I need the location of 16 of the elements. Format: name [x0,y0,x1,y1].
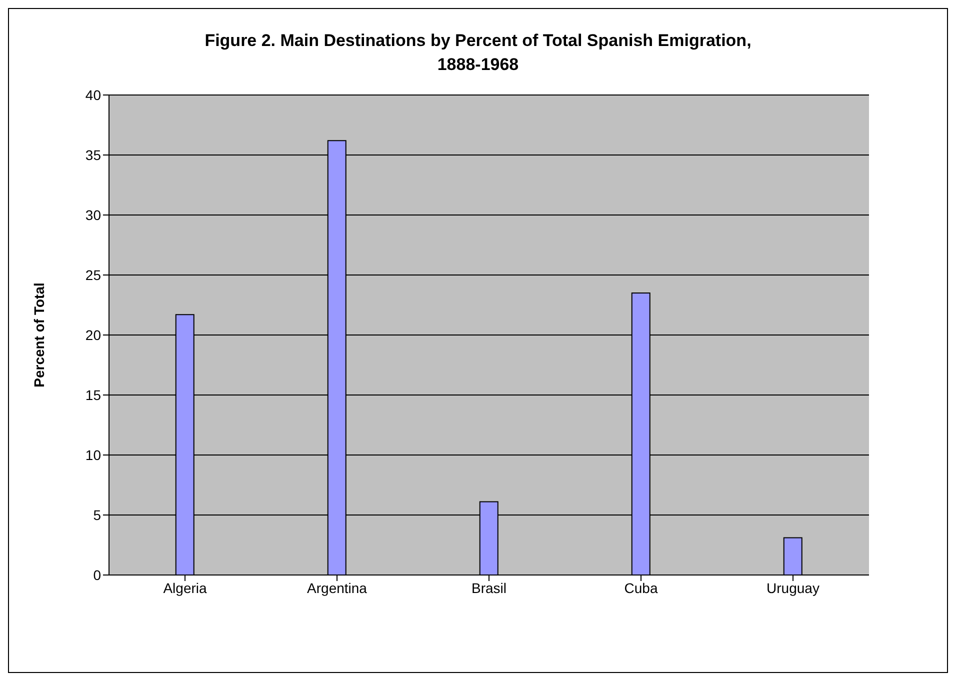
y-tick-label: 35 [85,146,102,163]
x-tick-label: Algeria [163,580,207,596]
y-tick-label: 25 [85,266,102,283]
x-tick-label: Argentina [307,580,368,596]
chart-title: Figure 2. Main Destinations by Percent of Total Spanish Emigration, 1888-1968 [204,30,752,76]
x-tick-label: Cuba [624,580,658,596]
x-tick-label: Brasil [471,580,507,596]
y-tick-label: 5 [93,506,102,523]
y-tick-label: 30 [85,206,102,223]
y-tick-label: 20 [85,326,102,343]
y-tick-label: 15 [85,386,102,403]
y-axis-title: Percent of Total [30,282,47,388]
y-tick-label: 10 [85,446,102,463]
x-tick-label: Uruguay [766,580,820,596]
y-tick-label: 0 [93,566,102,583]
y-tick-label: 40 [85,86,102,103]
